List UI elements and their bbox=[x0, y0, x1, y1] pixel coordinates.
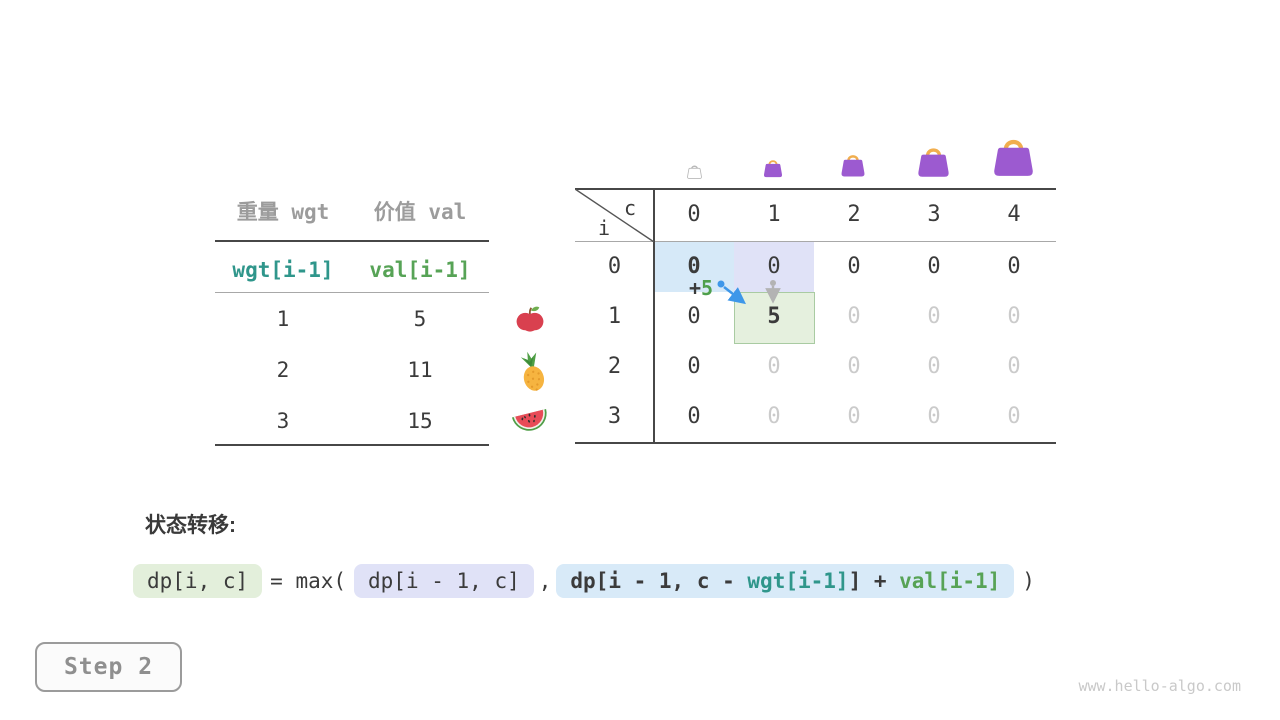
corner-diagonal bbox=[575, 189, 654, 242]
dp-col-header-4: 4 bbox=[1007, 202, 1021, 227]
bag-empty-icon bbox=[686, 163, 703, 180]
state-transition-label: 状态转移: bbox=[145, 514, 236, 537]
dp-cell-3-4: 0 bbox=[1007, 404, 1021, 429]
weight-variable-label: wgt[i-1] bbox=[232, 258, 334, 282]
dp-cell-3-1: 0 bbox=[767, 404, 781, 429]
dp-cell-2-4: 0 bbox=[1007, 354, 1021, 379]
dp-col-header-3: 3 bbox=[927, 202, 941, 227]
formula-close-paren: ) bbox=[1022, 569, 1035, 593]
dp-table-header-separator bbox=[575, 241, 1056, 242]
dp-col-header-1: 1 bbox=[767, 202, 781, 227]
dp-cell-3-0: 0 bbox=[687, 404, 701, 429]
dp-cell-0-1: 0 bbox=[767, 254, 781, 279]
row-axis-label: i bbox=[597, 216, 611, 240]
item-value-1: 5 bbox=[413, 307, 427, 331]
dp-cell-3-3: 0 bbox=[927, 404, 941, 429]
item-table-separator bbox=[215, 292, 489, 293]
dp-cell-1-4: 0 bbox=[1007, 304, 1021, 329]
dp-table-top-border bbox=[575, 188, 1056, 190]
weight-column-header: 重量 wgt bbox=[236, 200, 330, 224]
bag-large-icon bbox=[915, 143, 952, 180]
dp-table-bottom-border bbox=[575, 442, 1056, 444]
item-table-top-border bbox=[215, 240, 489, 242]
dp-cell-1-2: 0 bbox=[847, 304, 861, 329]
dp-row-label-2: 2 bbox=[607, 354, 622, 379]
dp-cell-0-2: 0 bbox=[847, 254, 861, 279]
dp-table-vertical-border bbox=[653, 188, 655, 444]
formula-arg2-wgt: wgt[i-1] bbox=[747, 569, 849, 593]
item-value-2: 11 bbox=[407, 358, 433, 382]
dp-cell-2-2: 0 bbox=[847, 354, 861, 379]
dp-cell-2-3: 0 bbox=[927, 354, 941, 379]
value-column-header: 价值 val bbox=[373, 200, 467, 224]
formula-arg2-val: val[i-1] bbox=[899, 569, 1001, 593]
formula-arg2-prefix: dp[i - 1, c - bbox=[570, 569, 748, 593]
dp-cell-1-1: 5 bbox=[767, 304, 781, 329]
value-variable-label: val[i-1] bbox=[369, 258, 471, 282]
bag-xlarge-icon bbox=[990, 133, 1037, 180]
col-axis-label: c bbox=[623, 196, 637, 220]
formula-lhs-box: dp[i, c] bbox=[133, 564, 263, 598]
dp-cell-0-0: 0 bbox=[687, 254, 701, 279]
dp-col-header-2: 2 bbox=[847, 202, 861, 227]
formula-comma: , bbox=[538, 569, 552, 593]
formula-arg1-box: dp[i - 1, c] bbox=[354, 564, 534, 598]
dp-cell-2-1: 0 bbox=[767, 354, 781, 379]
watermelon-icon bbox=[511, 408, 547, 431]
dp-cell-1-3: 0 bbox=[927, 304, 941, 329]
dp-row-label-3: 3 bbox=[607, 404, 622, 429]
formula-arg2-box: dp[i - 1, c - wgt[i-1]] + val[i-1] bbox=[556, 564, 1015, 598]
item-weight-3: 3 bbox=[276, 409, 290, 433]
item-table-bottom-border bbox=[215, 444, 489, 446]
step-button[interactable]: Step 2 bbox=[35, 642, 182, 692]
plus-sign: + bbox=[688, 276, 701, 300]
pineapple-icon bbox=[520, 351, 545, 391]
dp-cell-3-2: 0 bbox=[847, 404, 861, 429]
item-value-3: 15 bbox=[407, 409, 433, 433]
apple-icon bbox=[516, 306, 544, 332]
item-weight-1: 1 bbox=[276, 307, 290, 331]
dp-col-header-0: 0 bbox=[687, 202, 701, 227]
item-weight-2: 2 bbox=[276, 358, 290, 382]
plus-value-annotation: +5 bbox=[681, 277, 721, 299]
bag-medium-icon bbox=[839, 151, 867, 179]
dp-cell-0-3: 0 bbox=[927, 254, 941, 279]
dp-cell-0-4: 0 bbox=[1007, 254, 1021, 279]
dp-cell-2-0: 0 bbox=[687, 354, 701, 379]
added-value: 5 bbox=[701, 276, 714, 300]
dp-row-label-0: 0 bbox=[607, 254, 622, 279]
dp-row-label-1: 1 bbox=[607, 304, 622, 329]
transition-formula: dp[i, c] = max( dp[i - 1, c] , dp[i - 1,… bbox=[133, 561, 1043, 601]
watermark: www.hello-algo.com bbox=[1078, 677, 1241, 695]
formula-arg2-mid: ] + bbox=[848, 569, 900, 593]
formula-eq-max: = max( bbox=[270, 569, 347, 593]
bag-small-icon bbox=[762, 157, 784, 179]
dp-cell-1-0: 0 bbox=[687, 304, 701, 329]
